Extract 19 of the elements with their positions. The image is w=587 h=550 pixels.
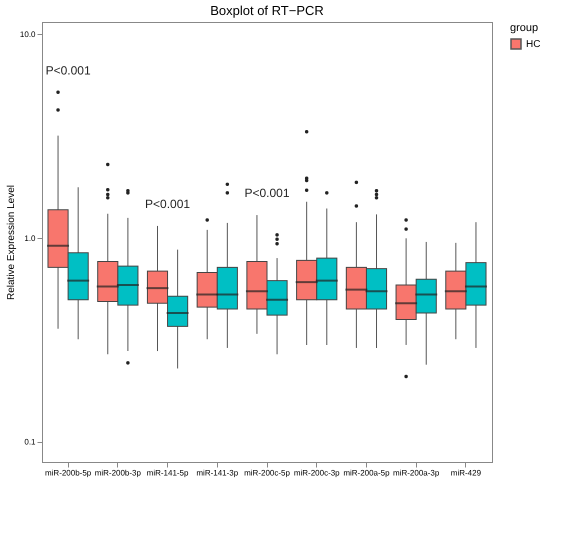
annotation: P<0.001 [145, 196, 190, 211]
x-tick-label: miR-200a-3p [393, 468, 440, 478]
y-tick-label: 1.0 [24, 234, 36, 243]
y-axis-title: Relative Expression Level [6, 184, 17, 300]
y-tick-label: 0.1 [24, 438, 36, 447]
legend-label: HC [526, 39, 540, 50]
x-tick-label: miR-200b-3p [94, 468, 142, 478]
x-tick-label: miR-429 [450, 468, 482, 478]
chart-title: Boxplot of RT−PCR [210, 3, 324, 18]
y-tick-label: 10.0 [20, 30, 36, 39]
annotation: P<0.001 [46, 63, 91, 78]
legend-title: group [510, 22, 538, 34]
x-tick-label: miR-200c-3p [294, 468, 340, 478]
x-tick-label: miR-141-5p [146, 468, 189, 478]
annotation: P<0.001 [244, 186, 290, 200]
x-tick-label: miR-141-3p [196, 468, 239, 478]
x-tick-label: miR-200a-5p [343, 468, 390, 478]
x-tick-label: miR-200b-5p [44, 468, 92, 478]
x-tick-label: miR-200c-5p [244, 468, 290, 478]
